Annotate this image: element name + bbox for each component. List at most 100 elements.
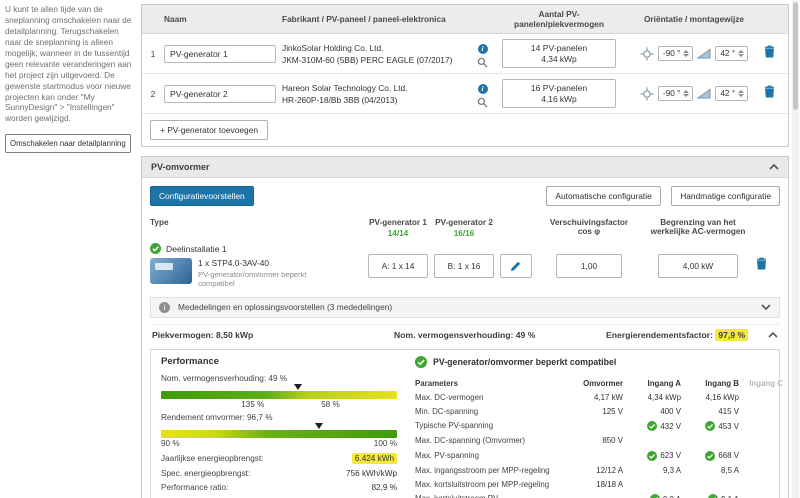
efficiency-tick-max: 100 % bbox=[373, 438, 397, 448]
vertical-scrollbar[interactable] bbox=[792, 0, 799, 498]
inverter-image bbox=[150, 258, 192, 284]
col-header-cos-phi: Verschuivingsfactor cos φ bbox=[549, 218, 629, 236]
main-content: Naam Fabrikant / PV-paneel / paneel-elek… bbox=[141, 4, 789, 498]
info-icon[interactable]: i bbox=[477, 83, 488, 94]
manufacturer-name: Hareon Solar Technology Co. Ltd. bbox=[282, 82, 408, 93]
col-header-orientation: Oriëntatie / montagewijze bbox=[643, 14, 745, 24]
check-icon bbox=[150, 243, 161, 254]
manufacturer-name: JinkoSolar Holding Co. Ltd. bbox=[282, 42, 384, 53]
input-a-assignment-box[interactable]: A: 1 x 14 bbox=[368, 253, 428, 278]
energy-yield-factor-value: 97,9 % bbox=[715, 328, 749, 341]
inverter-compatibility-note: PV-generator/omvormer beperkt compatibel bbox=[198, 270, 307, 289]
generator-name-input[interactable] bbox=[164, 45, 276, 63]
check-icon bbox=[647, 450, 658, 461]
edit-assignment-button[interactable] bbox=[500, 253, 532, 278]
magnifier-icon[interactable] bbox=[477, 97, 488, 108]
subinstallation-name: Deelinstallatie 1 bbox=[166, 243, 227, 254]
tilt-value: 42 ° bbox=[720, 49, 736, 58]
planning-mode-info-text: U kunt te allen tijde van de sneplanning… bbox=[5, 4, 132, 124]
panel-count: 16 PV-panelen bbox=[530, 83, 588, 93]
chevron-up-icon[interactable] bbox=[768, 331, 778, 338]
summary-bar[interactable]: Piekvermogen: 8,50 kWp Nom. vermogensver… bbox=[150, 323, 780, 345]
chevron-down-icon[interactable] bbox=[761, 304, 771, 311]
pv-inverter-body: Configuratievoorstellen Automatische con… bbox=[142, 178, 788, 498]
azimuth-value: -90 ° bbox=[662, 89, 681, 98]
inverter-efficiency-bar bbox=[161, 422, 397, 438]
col-header-generator-2: PV-generator 2 16/16 bbox=[435, 218, 493, 238]
delete-inverter-button[interactable] bbox=[756, 257, 767, 270]
scrollbar-thumb[interactable] bbox=[793, 2, 798, 110]
stat-performance-ratio: Performance ratio: 82,9 % bbox=[161, 482, 397, 492]
sidebar-info-panel: U kunt te allen tijde van de sneplanning… bbox=[5, 4, 134, 154]
tilt-stepper[interactable] bbox=[738, 50, 745, 57]
annual-yield-value: 6.424 kWh bbox=[351, 452, 397, 464]
chevron-up-icon[interactable] bbox=[769, 164, 779, 170]
tilt-value: 42 ° bbox=[720, 89, 736, 98]
tilt-input[interactable]: 42 ° bbox=[715, 46, 749, 61]
generator-name-input[interactable] bbox=[164, 85, 276, 103]
automatic-configuration-button[interactable]: Automatische configuratie bbox=[546, 186, 661, 206]
ratio-tick-58: 58 % bbox=[321, 399, 340, 409]
performance-indicators: Performance Nom. vermogensverhouding: 49… bbox=[161, 356, 397, 498]
inverter-model: 1 x STP4.0-3AV-40 bbox=[198, 258, 270, 268]
tilt-icon bbox=[697, 88, 711, 99]
power-ratio-value: 49 % bbox=[515, 329, 536, 340]
tilt-input[interactable]: 42 ° bbox=[715, 86, 749, 101]
azimuth-input[interactable]: -90 ° bbox=[657, 46, 694, 61]
ac-power-limit-box[interactable]: 4,00 kW bbox=[658, 253, 738, 278]
input-b-assignment-box[interactable]: B: 1 x 16 bbox=[434, 253, 494, 278]
azimuth-stepper[interactable] bbox=[683, 50, 690, 57]
panel-model: HR-260P-18/Bb 3BB (04/2013) bbox=[282, 94, 398, 105]
compatibility-status: PV-generator/omvormer beperkt compatibel bbox=[415, 355, 769, 368]
azimuth-stepper[interactable] bbox=[683, 90, 690, 97]
power-ratio-label: Nom. vermogensverhouding: bbox=[394, 329, 514, 340]
inverter-type-cell: Deelinstallatie 1 1 x STP4.0-3AV-40 PV-g… bbox=[150, 243, 362, 289]
stat-specific-yield: Spec. energieopbrengst: 756 kWh/kWp bbox=[161, 468, 397, 478]
delete-generator-button[interactable] bbox=[764, 85, 775, 98]
check-icon bbox=[647, 421, 658, 432]
generator-row-1: 1 JinkoSolar Holding Co. Ltd. JKM-310M-6… bbox=[142, 34, 788, 74]
configuration-suggestions-button[interactable]: Configuratievoorstellen bbox=[150, 186, 254, 206]
azimuth-value: -90 ° bbox=[662, 49, 681, 58]
compatibility-status-text: PV-generator/omvormer beperkt compatibel bbox=[433, 356, 617, 367]
orientation-cell: -90 ° 42 ° bbox=[624, 86, 764, 101]
param-label: Max. kortsluitstroom PV bbox=[415, 491, 567, 498]
manual-configuration-button[interactable]: Handmatige configuratie bbox=[671, 186, 780, 206]
panel-info-cell: Hareon Solar Technology Co. Ltd. HR-260P… bbox=[282, 82, 494, 108]
param-header-input-a: Ingang A bbox=[647, 378, 681, 388]
generator-row-2: 2 Hareon Solar Technology Co. Ltd. HR-26… bbox=[142, 74, 788, 114]
azimuth-icon bbox=[640, 47, 654, 61]
param-header: Parameters bbox=[415, 378, 458, 388]
nom-power-ratio-bar bbox=[161, 383, 397, 399]
param-header-inverter: Omvormer bbox=[583, 378, 623, 388]
col-header-panel: Fabrikant / PV-paneel / paneel-elektroni… bbox=[282, 14, 446, 24]
param-header-input-c: Ingang C bbox=[749, 378, 783, 388]
performance-title: Performance bbox=[161, 355, 220, 367]
param-label: Typische PV-spanning bbox=[415, 421, 494, 431]
col-header-count: Aantal PV-panelen/piekvermogen bbox=[514, 9, 604, 29]
param-header-input-b: Ingang B bbox=[705, 378, 739, 388]
row-index: 1 bbox=[150, 48, 156, 59]
generator-2-assigned-count: 16/16 bbox=[453, 229, 475, 238]
pv-generator-table: Naam Fabrikant / PV-paneel / paneel-elek… bbox=[141, 4, 789, 147]
delete-generator-button[interactable] bbox=[764, 45, 775, 58]
cos-phi-value-box[interactable]: 1,00 bbox=[556, 253, 622, 278]
pv-inverter-section-header[interactable]: PV-omvormer bbox=[142, 157, 788, 178]
peak-power: 4,34 kWp bbox=[541, 54, 577, 64]
efficiency-marker bbox=[315, 422, 324, 429]
magnifier-icon[interactable] bbox=[477, 57, 488, 68]
messages-bar[interactable]: i Mededelingen en oplossingsvoorstellen … bbox=[150, 296, 780, 318]
col-header-name: Naam bbox=[164, 14, 187, 24]
panel-count-box: 16 PV-panelen 4,16 kWp bbox=[502, 79, 616, 108]
orientation-cell: -90 ° 42 ° bbox=[624, 46, 764, 61]
param-label: Max. ingangsstroom per MPP-regeling bbox=[415, 465, 550, 475]
info-icon[interactable]: i bbox=[477, 43, 488, 54]
tilt-stepper[interactable] bbox=[738, 90, 745, 97]
azimuth-input[interactable]: -90 ° bbox=[657, 86, 694, 101]
performance-panel: Performance Nom. vermogensverhouding: 49… bbox=[150, 348, 783, 498]
panel-count: 14 PV-panelen bbox=[530, 43, 588, 53]
switch-to-detail-planning-button[interactable]: Omschakelen naar detailplanning bbox=[5, 134, 131, 154]
panel-model: JKM-310M-60 (5BB) PERC EAGLE (07/2017) bbox=[282, 54, 453, 65]
add-generator-button[interactable]: + PV-generator toevoegen bbox=[150, 120, 269, 140]
